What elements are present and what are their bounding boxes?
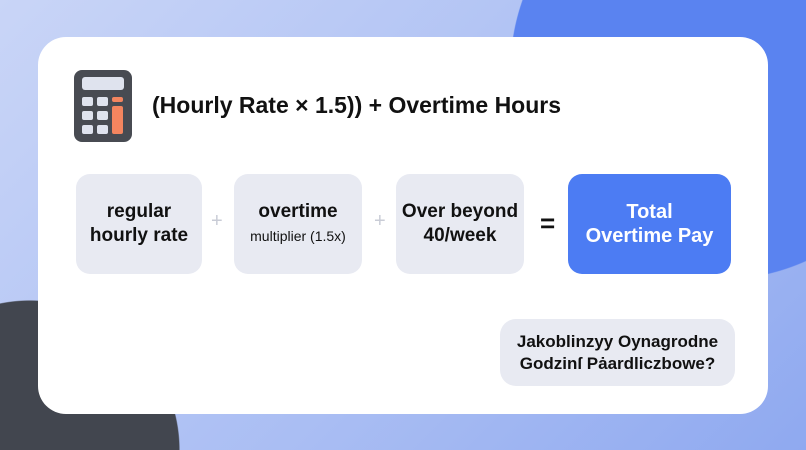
term-text: hourly rate: [89, 225, 189, 246]
calculator-icon: [74, 70, 132, 142]
term-text: 40/week: [423, 225, 497, 246]
term-text: Over beyond: [401, 201, 519, 222]
result-total-overtime-pay: Total Overtime Pay: [568, 174, 731, 274]
plus-sign: +: [374, 210, 386, 232]
question-text: Jakoblinzyy Oynagrodne: [516, 331, 719, 351]
plus-sign: +: [211, 210, 223, 232]
term-text: regular: [106, 201, 172, 222]
term-text: overtime: [258, 201, 338, 222]
question-text: Godzinſ Pȧardliczbowe?: [519, 353, 716, 373]
result-text: Total: [626, 201, 673, 223]
equals-sign: =: [540, 208, 556, 238]
result-text: Overtime Pay: [585, 225, 714, 247]
term-overtime-multiplier: overtime multiplier (1.5x): [234, 174, 362, 274]
term-regular-hourly-rate: regular hourly rate: [76, 174, 202, 274]
term-text: multiplier (1.5x): [250, 228, 346, 244]
formula-title: (Hourly Rate × 1.5)) + Overtime Hours: [152, 92, 562, 118]
term-overtime-hours: Over beyond 40/week: [396, 174, 524, 274]
question-bubble: Jakoblinzyy Oynagrodne Godzinſ Pȧardliczb…: [500, 319, 735, 386]
